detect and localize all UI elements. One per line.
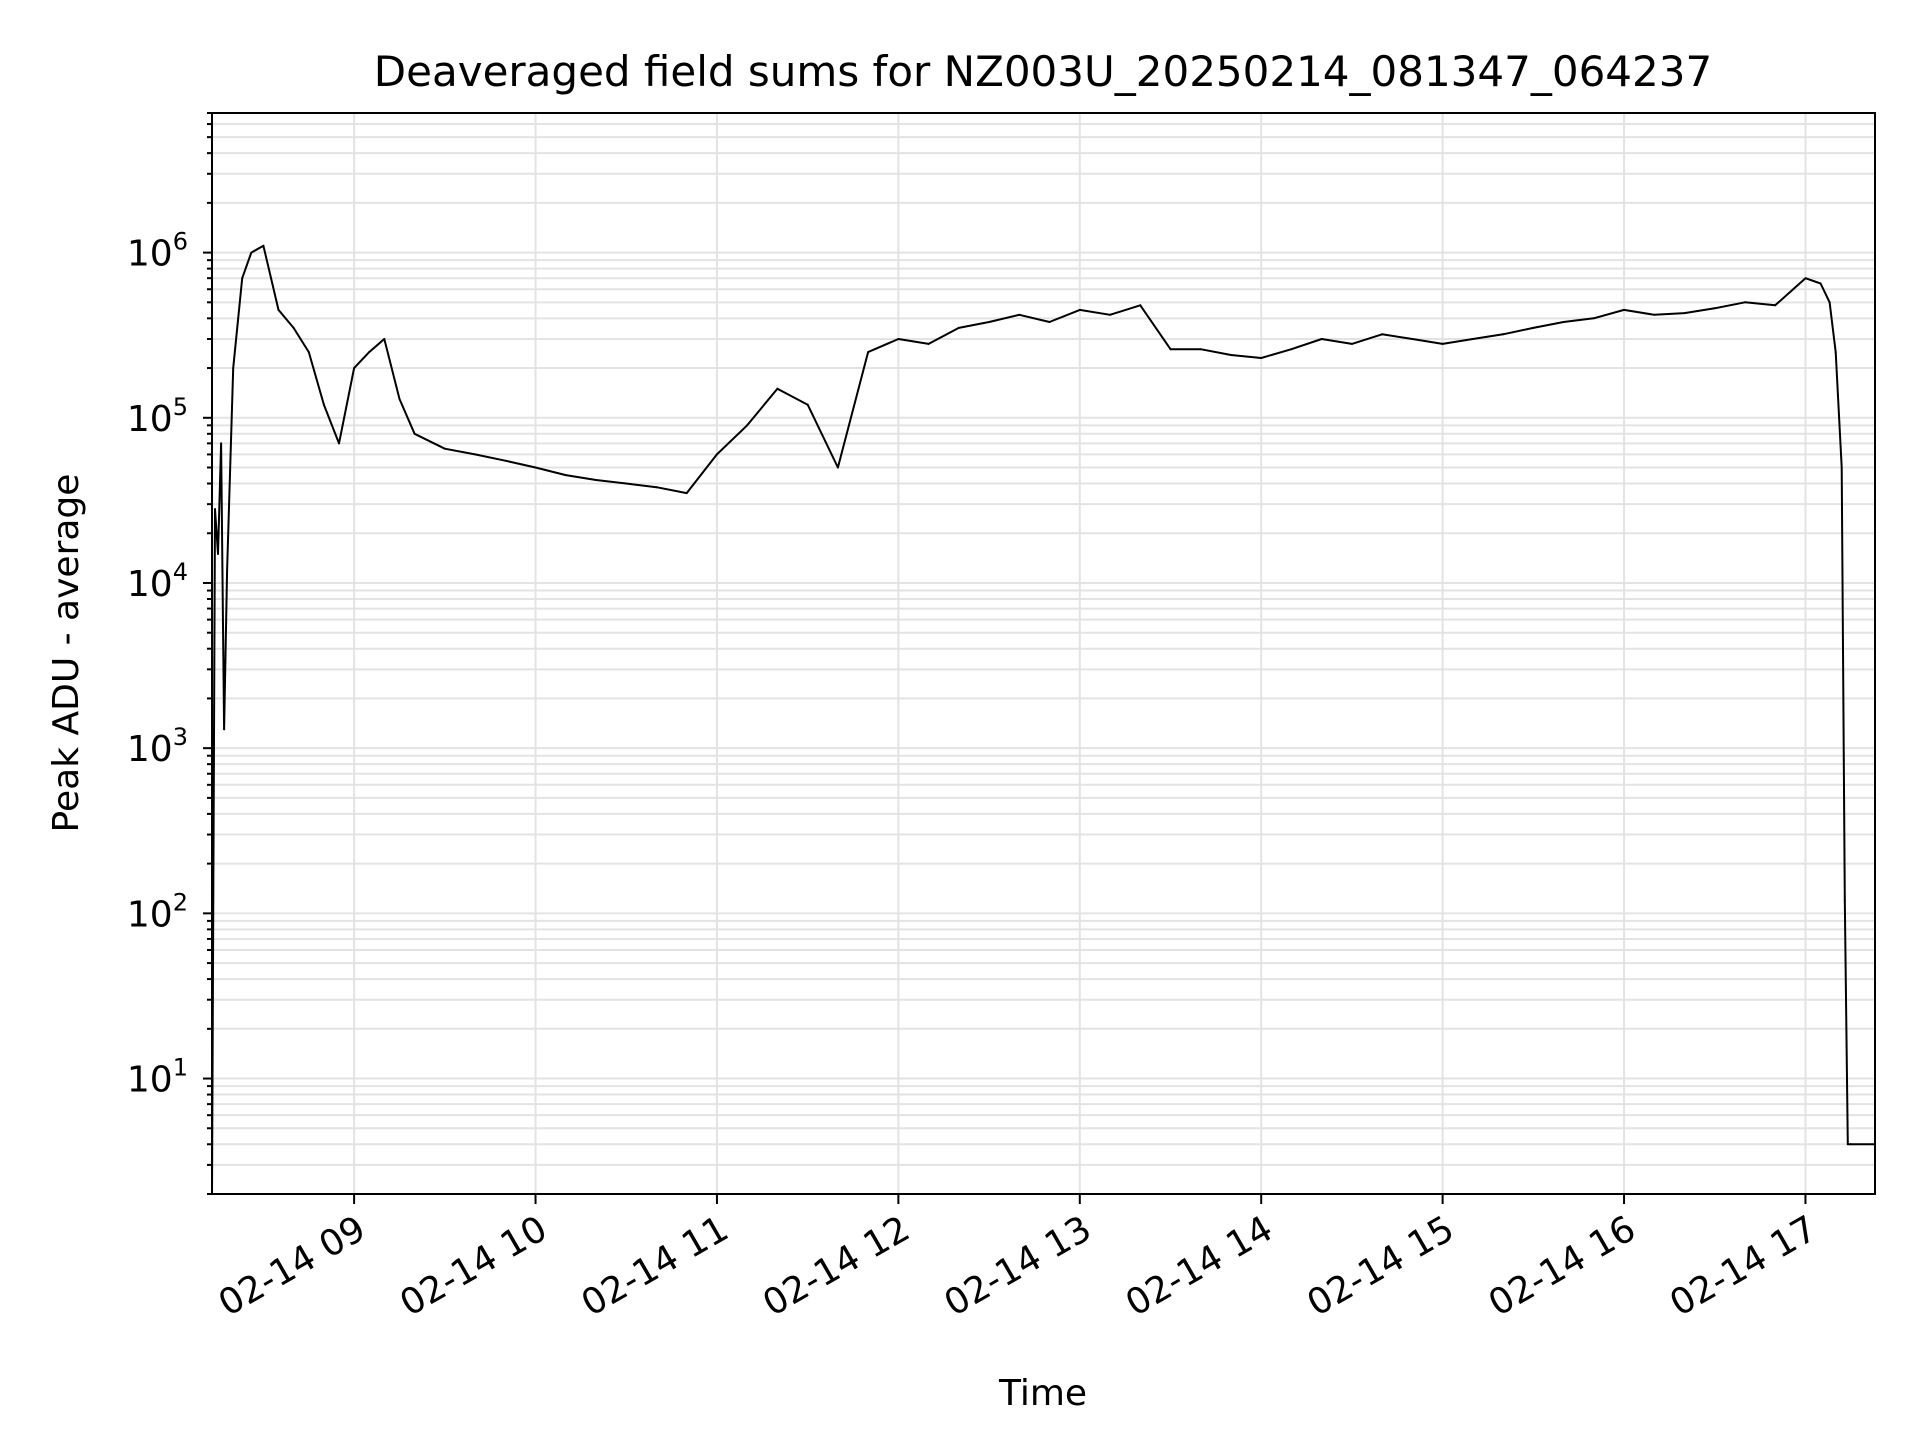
data-point bbox=[1078, 308, 1081, 311]
data-point bbox=[232, 367, 235, 370]
data-point bbox=[1048, 321, 1051, 323]
data-point bbox=[292, 326, 295, 329]
data-point bbox=[836, 466, 839, 469]
x-tick-label: 02-14 15 bbox=[1300, 1208, 1461, 1324]
data-point bbox=[1320, 338, 1323, 340]
data-point bbox=[1828, 301, 1831, 304]
y-tick-label: 101 bbox=[127, 1054, 188, 1101]
data-point bbox=[595, 479, 597, 481]
data-point bbox=[867, 351, 870, 354]
x-axis-label: Time bbox=[998, 1373, 1087, 1414]
data-point bbox=[1169, 348, 1172, 351]
data-point bbox=[1846, 1143, 1849, 1146]
series-line bbox=[211, 244, 1875, 1195]
data-point bbox=[307, 351, 310, 354]
data-point bbox=[1139, 304, 1142, 307]
x-tick-label: 02-14 10 bbox=[393, 1208, 554, 1324]
data-point bbox=[746, 424, 749, 427]
data-point bbox=[1109, 313, 1111, 316]
data-point bbox=[534, 466, 537, 469]
axes-frame bbox=[211, 112, 1876, 1195]
data-point bbox=[1381, 333, 1384, 336]
data-point bbox=[1744, 301, 1746, 304]
plot-layer bbox=[211, 244, 1876, 1195]
data-point bbox=[1350, 342, 1353, 345]
data-point bbox=[217, 552, 219, 555]
data-point bbox=[262, 244, 265, 247]
data-point bbox=[564, 474, 567, 477]
data-point bbox=[413, 432, 416, 435]
data-point bbox=[338, 442, 340, 445]
x-tick-label: 02-14 09 bbox=[212, 1208, 373, 1324]
data-point bbox=[1713, 307, 1716, 310]
y-axis-label: Peak ADU - average bbox=[46, 474, 87, 833]
data-point bbox=[806, 403, 809, 406]
data-point bbox=[277, 308, 280, 311]
x-tick-label: 02-14 17 bbox=[1663, 1208, 1824, 1324]
data-point bbox=[715, 453, 718, 456]
data-point bbox=[214, 508, 216, 511]
data-point bbox=[927, 342, 930, 345]
data-point bbox=[625, 482, 628, 485]
data-point bbox=[1804, 277, 1807, 280]
data-point bbox=[1683, 312, 1686, 315]
data-point bbox=[1290, 348, 1293, 351]
data-point bbox=[1623, 308, 1625, 311]
data-point bbox=[1260, 357, 1263, 359]
data-point bbox=[241, 277, 244, 280]
x-tick-label: 02-14 11 bbox=[575, 1208, 736, 1324]
chart-title: Deaveraged field sums for NZ003U_2025021… bbox=[374, 47, 1712, 96]
data-point bbox=[1592, 317, 1595, 320]
x-tick-label: 02-14 12 bbox=[756, 1208, 917, 1324]
data-point bbox=[383, 338, 386, 340]
data-point bbox=[250, 251, 253, 254]
data-point bbox=[1502, 333, 1505, 336]
data-point bbox=[474, 453, 477, 456]
data-point bbox=[1843, 899, 1846, 902]
data-point bbox=[1849, 1143, 1852, 1146]
data-point bbox=[1562, 321, 1565, 323]
data-point bbox=[220, 442, 223, 445]
y-tick-label: 102 bbox=[127, 888, 188, 935]
data-point bbox=[322, 403, 325, 406]
x-tick-label: 02-14 13 bbox=[938, 1208, 1099, 1324]
data-point bbox=[223, 728, 226, 731]
y-tick-label: 105 bbox=[127, 393, 188, 440]
data-point bbox=[353, 367, 356, 370]
data-point bbox=[1471, 338, 1474, 340]
data-point bbox=[1819, 282, 1822, 285]
data-point bbox=[1834, 351, 1837, 354]
data-point bbox=[504, 459, 507, 462]
data-point bbox=[957, 326, 960, 329]
data-point bbox=[1774, 304, 1777, 307]
y-tick-label: 106 bbox=[127, 228, 188, 275]
data-point bbox=[1230, 354, 1232, 356]
data-point bbox=[685, 492, 688, 495]
data-point bbox=[1653, 313, 1656, 316]
data-point bbox=[1199, 348, 1202, 351]
data-point bbox=[776, 387, 779, 390]
data-point bbox=[988, 321, 991, 323]
data-point bbox=[1532, 326, 1535, 329]
data-point bbox=[443, 447, 446, 450]
y-tick-label: 103 bbox=[127, 723, 188, 770]
grid-layer bbox=[212, 112, 1875, 1195]
data-point bbox=[1411, 338, 1414, 340]
data-point bbox=[1840, 466, 1843, 469]
y-tick-label: 104 bbox=[127, 558, 188, 605]
data-point bbox=[368, 351, 371, 354]
data-point bbox=[897, 338, 900, 340]
x-tick-label: 02-14 16 bbox=[1482, 1208, 1643, 1324]
data-point bbox=[398, 398, 401, 400]
data-point bbox=[226, 568, 229, 571]
data-point bbox=[1018, 313, 1021, 316]
data-point bbox=[655, 486, 658, 489]
x-tick-label: 02-14 14 bbox=[1119, 1208, 1280, 1324]
data-point bbox=[1441, 342, 1444, 345]
